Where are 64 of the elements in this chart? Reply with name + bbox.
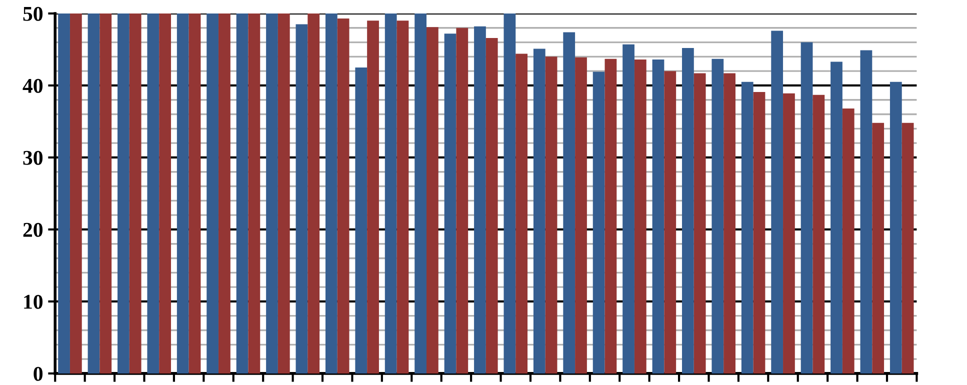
bar (367, 20, 379, 374)
bar (118, 13, 130, 374)
bar (426, 27, 438, 374)
bar (753, 92, 766, 374)
bar (664, 71, 676, 374)
bar (337, 18, 350, 374)
bar (682, 48, 694, 374)
bar (800, 42, 813, 374)
y-tick-label: 10 (24, 294, 43, 309)
bar (218, 13, 230, 374)
bar (188, 13, 201, 374)
bar (860, 50, 872, 374)
bar (652, 60, 664, 374)
bar (741, 82, 754, 374)
bar (771, 30, 784, 374)
bar (147, 13, 160, 374)
bar (266, 13, 278, 374)
y-tick-label: 30 (23, 150, 43, 165)
bar (100, 13, 112, 374)
bar (456, 28, 468, 374)
bar (890, 82, 902, 374)
bar (396, 20, 409, 374)
bar (545, 56, 558, 374)
bar (724, 73, 736, 374)
bar (783, 93, 795, 374)
bar (563, 32, 576, 374)
bar (444, 34, 456, 374)
bar (486, 38, 498, 374)
y-tick-label: 50 (23, 6, 43, 21)
bar (516, 54, 528, 374)
bar (88, 13, 100, 374)
bar (278, 13, 290, 374)
bar (533, 48, 546, 374)
bar (58, 13, 70, 374)
bar (308, 13, 320, 374)
y-tick-label: 0 (34, 366, 43, 381)
bar (842, 108, 854, 374)
bar (355, 67, 368, 374)
bar (902, 122, 914, 374)
bar (159, 13, 171, 374)
bar (622, 44, 634, 374)
bar (474, 26, 486, 374)
bar (70, 13, 82, 374)
bar (296, 24, 308, 374)
bar (575, 57, 587, 374)
bar (592, 72, 605, 374)
bar (634, 60, 646, 374)
bar (872, 122, 884, 374)
y-tick-label: 20 (23, 222, 43, 237)
bar (206, 13, 219, 374)
bar (325, 13, 338, 374)
bar (712, 58, 724, 374)
bar (830, 62, 842, 374)
bar (604, 58, 617, 374)
bar (248, 13, 260, 374)
y-tick-label: 40 (22, 78, 43, 93)
bar (236, 13, 248, 374)
bar (812, 94, 825, 374)
bar (129, 13, 142, 374)
bar (504, 13, 516, 374)
bar (384, 13, 397, 374)
bar (694, 73, 706, 374)
bar (414, 13, 426, 374)
bar (176, 13, 189, 374)
